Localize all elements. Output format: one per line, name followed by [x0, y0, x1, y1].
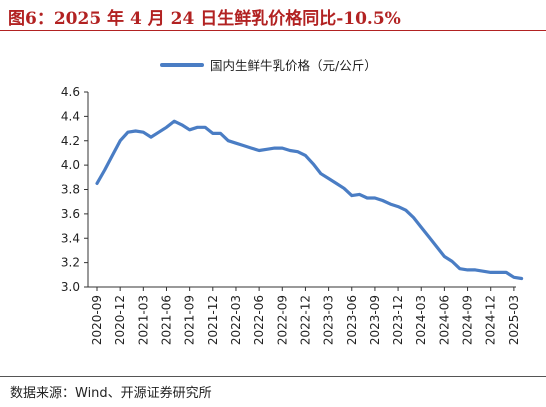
source-divider — [0, 376, 546, 377]
data-point — [127, 131, 129, 133]
x-tick-label: 2021-12 — [206, 295, 220, 345]
data-point — [521, 277, 523, 280]
data-point — [451, 260, 453, 263]
data-point — [142, 131, 144, 133]
data-point — [219, 132, 222, 135]
data-point — [513, 276, 515, 278]
data-point — [243, 145, 245, 147]
data-point — [173, 120, 175, 122]
data-point — [111, 154, 114, 156]
data-point — [104, 169, 106, 171]
series-line — [95, 119, 524, 281]
x-tick-label: 2020-12 — [113, 295, 127, 345]
x-tick-label: 2022-03 — [229, 295, 243, 345]
data-point — [405, 209, 407, 211]
data-point — [343, 187, 345, 189]
data-point — [273, 147, 276, 149]
data-point — [328, 177, 330, 180]
data-point — [358, 193, 361, 195]
x-tick-label: 2021-03 — [136, 295, 150, 345]
y-tick-label: 3.2 — [61, 256, 80, 270]
data-point — [189, 129, 191, 131]
data-point — [443, 255, 445, 258]
data-point — [212, 132, 214, 135]
data-point — [150, 136, 152, 138]
x-tick-label: 2025-03 — [507, 295, 521, 345]
data-point — [119, 140, 121, 142]
data-point — [250, 147, 252, 149]
data-point — [374, 197, 376, 199]
data-point — [466, 269, 469, 271]
data-point — [96, 182, 98, 185]
data-point — [366, 197, 368, 199]
x-tick-label: 2023-06 — [345, 295, 359, 345]
data-point — [351, 194, 353, 197]
data-point — [289, 149, 291, 152]
data-point — [459, 268, 461, 270]
x-tick-label: 2024-03 — [414, 295, 428, 345]
x-tick-label: 2023-09 — [368, 295, 382, 345]
y-tick-label: 4.0 — [61, 158, 80, 172]
chart-title: 图6：2025 年 4 月 24 日生鲜乳价格同比-10.5% — [8, 9, 401, 29]
y-tick-label: 3.6 — [61, 207, 80, 221]
y-tick-label: 3.0 — [61, 280, 80, 294]
data-point — [474, 269, 476, 271]
chart-legend: 国内生鲜牛乳价格（元/公斤） — [160, 55, 377, 74]
data-point — [165, 126, 168, 128]
data-point — [490, 271, 492, 273]
data-point — [181, 124, 183, 126]
y-tick-label: 4.4 — [61, 109, 80, 123]
data-point — [482, 270, 484, 272]
data-point — [158, 131, 160, 133]
data-point — [505, 271, 507, 273]
data-point — [304, 154, 307, 156]
x-tick-label: 2023-12 — [391, 295, 405, 345]
data-point — [204, 126, 206, 128]
data-point — [312, 163, 314, 165]
data-point — [258, 149, 260, 152]
data-point — [497, 271, 500, 273]
data-point — [389, 203, 391, 205]
data-point — [412, 216, 415, 219]
data-point — [428, 236, 430, 238]
data-point — [266, 148, 268, 150]
y-tick-label: 3.4 — [61, 231, 80, 245]
data-point — [135, 130, 137, 132]
data-point — [320, 173, 322, 175]
x-tick-label: 2022-12 — [298, 295, 312, 345]
y-tick-label: 4.6 — [61, 85, 80, 99]
x-tick-label: 2022-09 — [275, 295, 289, 345]
data-point — [335, 182, 337, 185]
data-point — [297, 151, 299, 153]
data-point — [235, 142, 237, 144]
title-divider — [0, 30, 546, 31]
data-point — [382, 199, 384, 202]
data-point — [420, 226, 422, 228]
legend-label: 国内生鲜牛乳价格（元/公斤） — [210, 58, 377, 73]
x-tick-label: 2024-12 — [484, 295, 498, 345]
y-tick-label: 4.2 — [61, 134, 80, 148]
data-point — [397, 205, 399, 208]
legend-swatch — [160, 62, 204, 67]
data-point — [196, 126, 198, 128]
x-tick-label: 2020-09 — [90, 295, 104, 345]
line-chart: 3.0 3.2 3.4 3.6 3.8 4.0 4.2 4.4 4.6 2020-09 2020-1… — [61, 85, 524, 345]
x-tick-label: 2022-06 — [252, 295, 266, 345]
data-point — [436, 246, 438, 248]
x-tick-label: 2023-03 — [322, 295, 336, 345]
data-point — [227, 140, 229, 142]
x-tick-label: 2021-09 — [183, 295, 197, 345]
data-point — [281, 147, 283, 149]
y-tick-label: 3.8 — [61, 183, 80, 197]
x-tick-label: 2021-06 — [159, 295, 173, 345]
x-tick-label: 2024-09 — [461, 295, 475, 345]
x-tick-label: 2024-06 — [437, 295, 451, 345]
source-note: 数据来源：Wind、开源证券研究所 — [10, 386, 212, 401]
